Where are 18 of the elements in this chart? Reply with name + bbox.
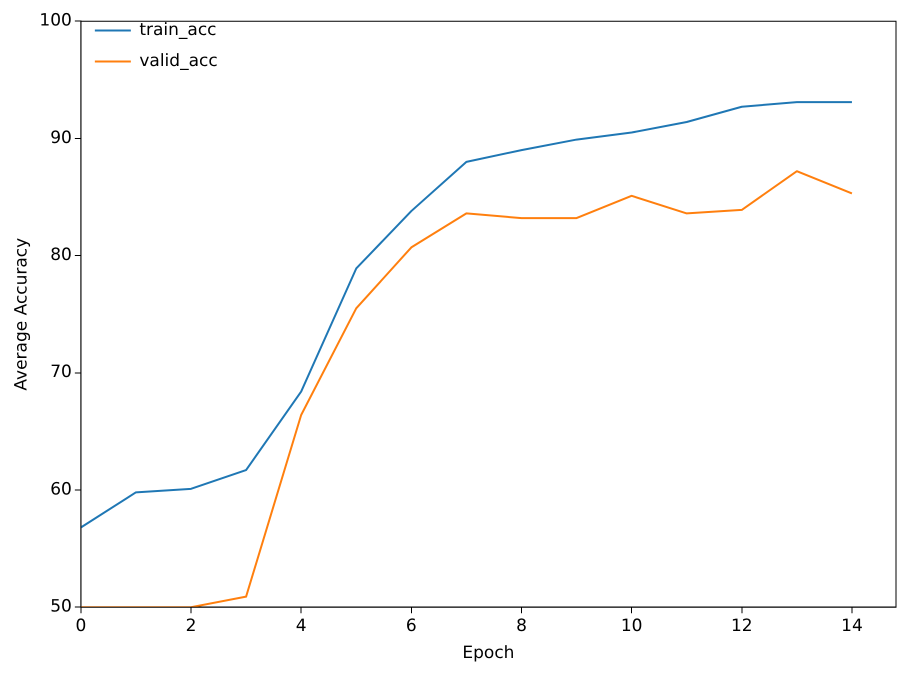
y-axis-title: Average Accuracy — [12, 238, 32, 391]
legend-label: train_acc — [139, 20, 217, 40]
x-tick-label: 14 — [841, 616, 863, 636]
x-tick-label: 6 — [406, 616, 417, 636]
legend-label: valid_acc — [139, 50, 218, 71]
y-tick-label: 80 — [50, 245, 72, 266]
x-tick-label: 12 — [730, 616, 753, 636]
x-tick-label: 4 — [296, 616, 307, 636]
x-tick-label: 2 — [186, 616, 196, 636]
x-tick-label: 0 — [75, 616, 86, 636]
x-tick-label: 10 — [620, 616, 642, 636]
y-tick-label: 70 — [50, 362, 72, 382]
x-axis-title: Epoch — [462, 643, 514, 664]
x-tick-label: 8 — [516, 616, 527, 636]
y-tick-label: 50 — [50, 596, 72, 617]
y-tick-label: 90 — [50, 128, 72, 148]
y-tick-label: 60 — [50, 479, 72, 500]
y-tick-label: 100 — [39, 10, 72, 31]
